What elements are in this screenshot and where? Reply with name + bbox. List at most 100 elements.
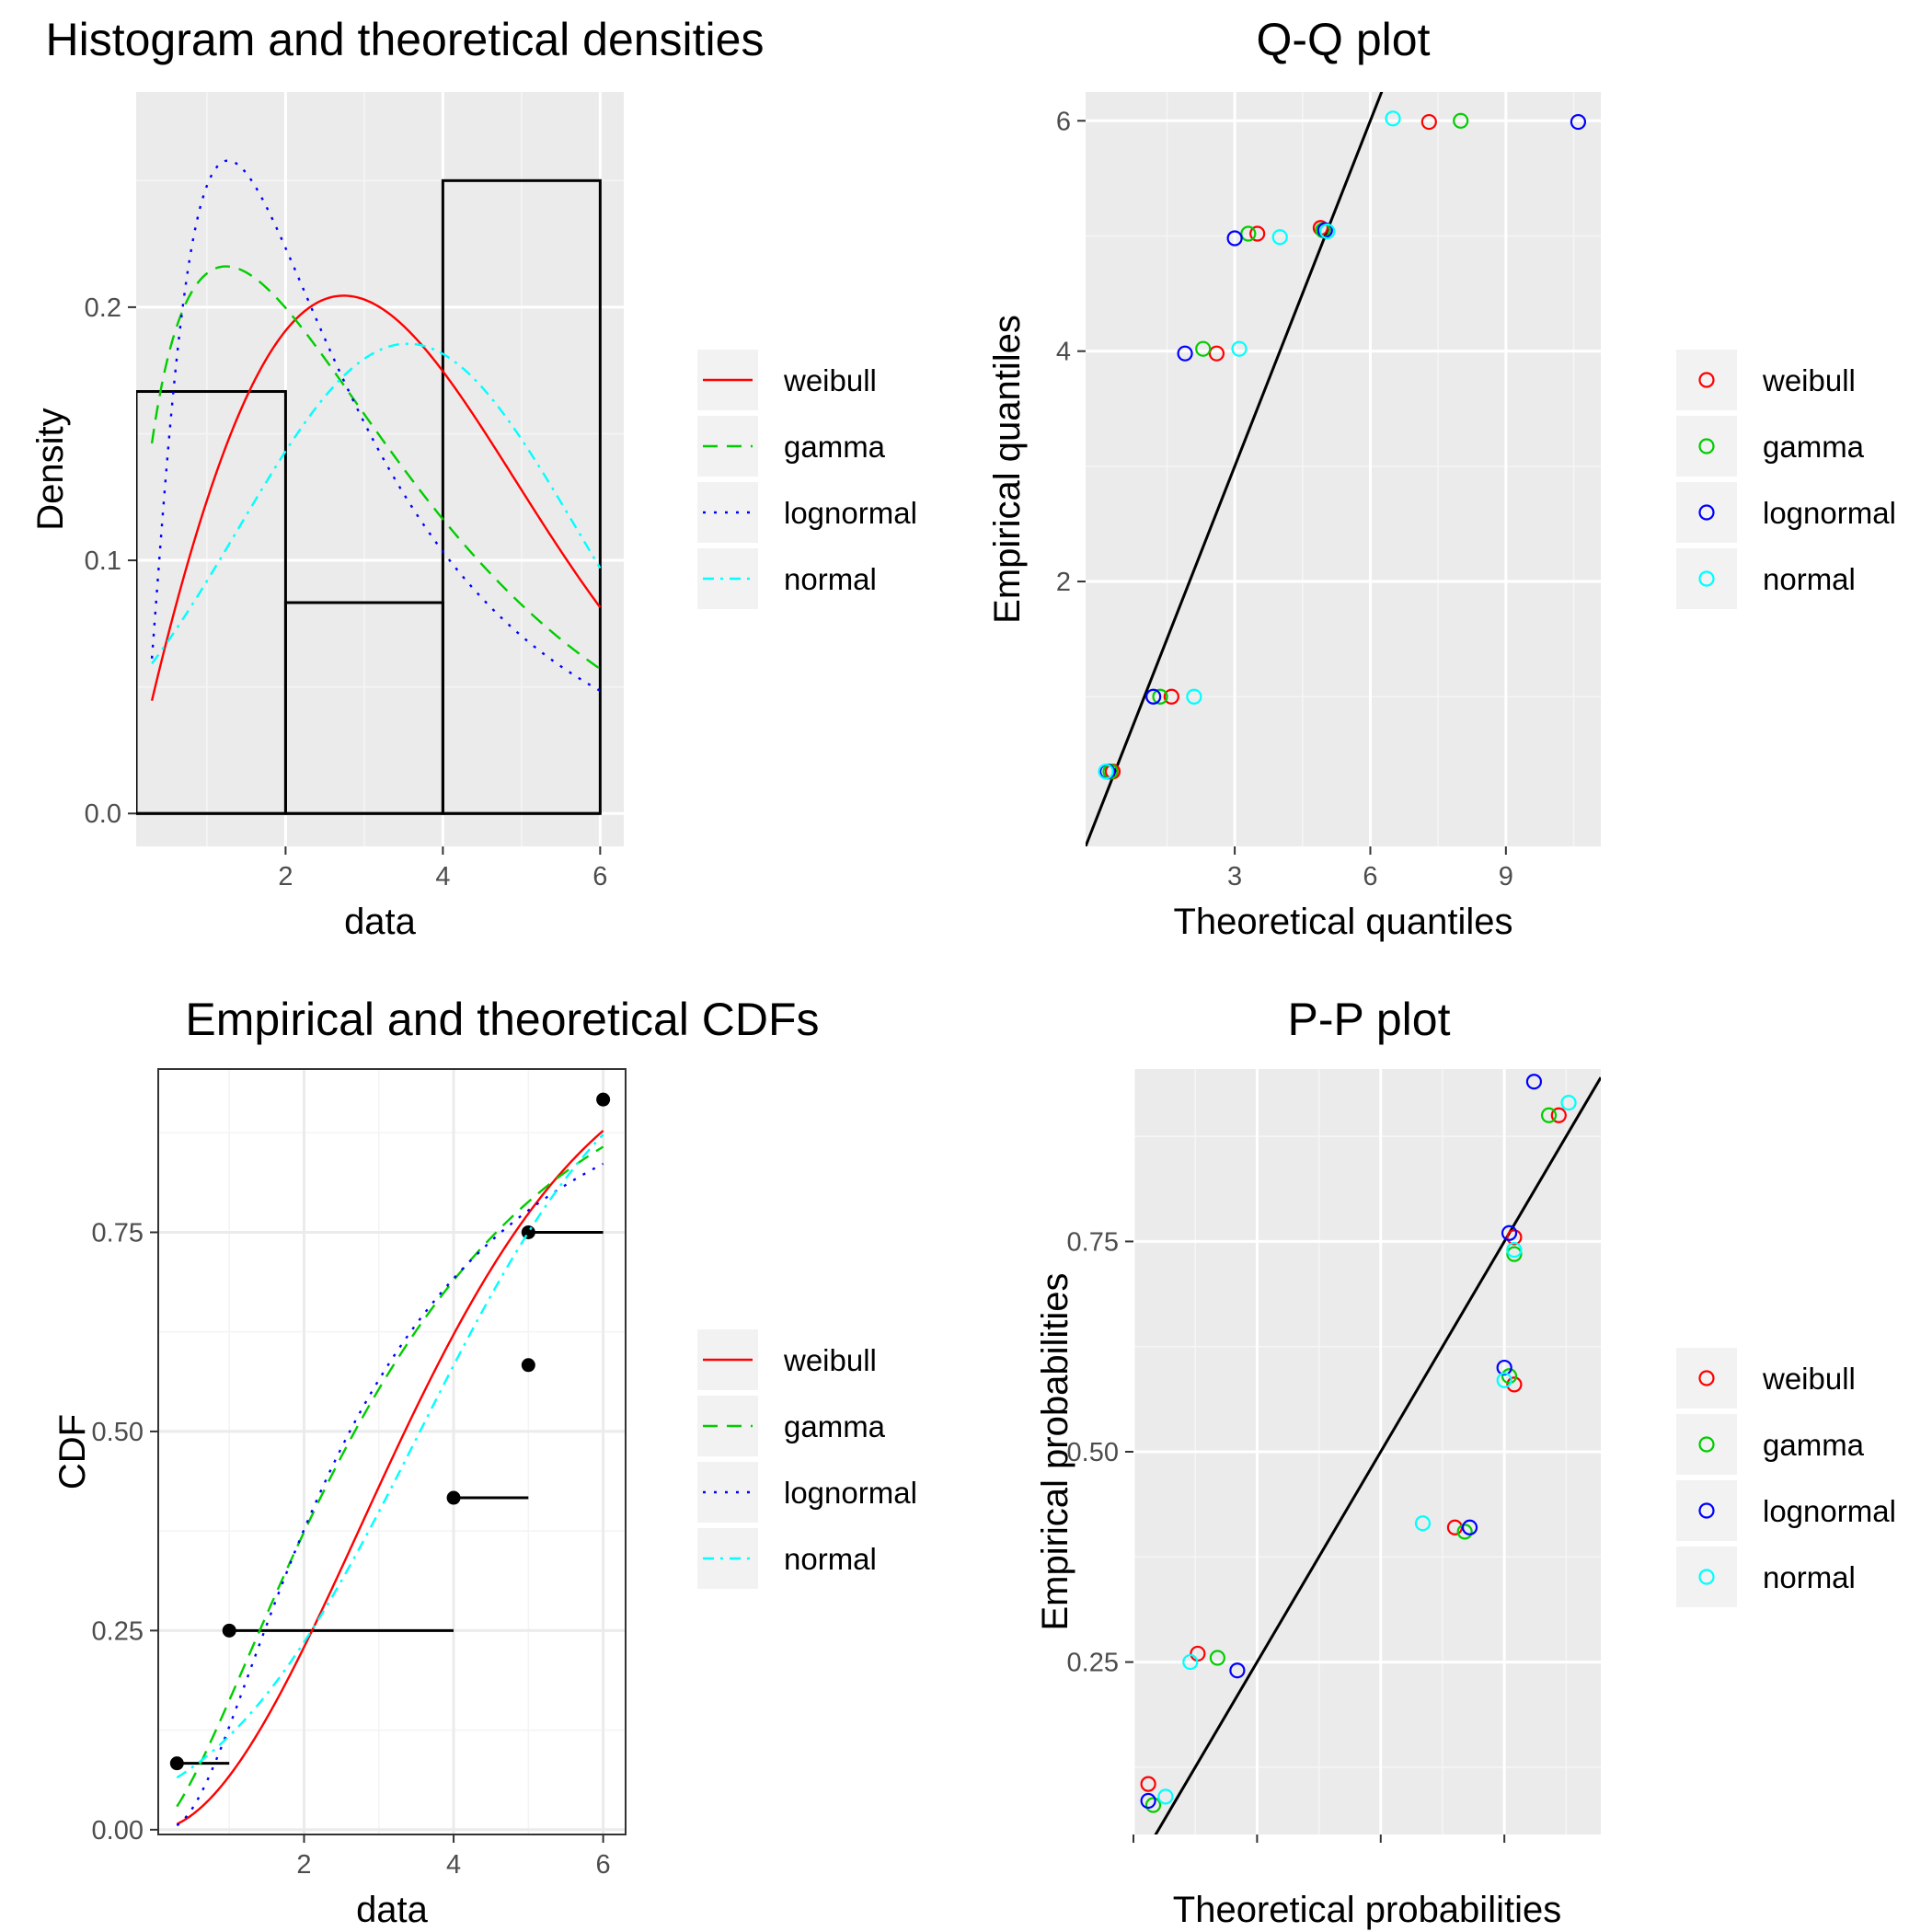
point-weibull <box>1506 1376 1523 1393</box>
legend: weibull gamma lognormal normal <box>1676 350 1896 609</box>
point-gamma <box>1209 1650 1225 1666</box>
legend-point-lognormal <box>1698 1502 1715 1519</box>
reference-line <box>1086 92 1384 846</box>
x-tick-label: 2 <box>278 862 293 891</box>
y-axis-title: CDF <box>52 1414 93 1489</box>
chart-title: Q-Q plot <box>1257 14 1431 65</box>
density-curve-normal <box>151 342 602 665</box>
chart-title: P-P plot <box>1288 994 1451 1045</box>
legend-key <box>1676 1480 1737 1541</box>
plot-area <box>1086 92 1587 846</box>
point-gamma <box>1540 1107 1558 1123</box>
legend-label-gamma: gamma <box>1763 1428 1865 1462</box>
legend-key <box>1676 350 1737 410</box>
point-weibull <box>1446 1519 1464 1535</box>
cdf-panel: 2 4 6 0.00 0.25 0.50 0.75 Empirical and theoret… <box>52 994 917 1930</box>
qq-plot-panel: 3 6 9 2 4 6 Q-Q plot Theoretical quantiles Empir… <box>987 14 1896 942</box>
plot-area <box>1140 1074 1601 1834</box>
reference-line <box>1154 1076 1601 1834</box>
y-axis-title: Density <box>30 408 71 530</box>
density-curve-weibull <box>150 294 602 701</box>
x-tick-label: 6 <box>1363 862 1377 891</box>
point-normal <box>1319 223 1336 240</box>
cdf-curve-gamma <box>176 1145 604 1808</box>
y-tick-label: 0.25 <box>92 1616 144 1646</box>
point-lognormal <box>1226 230 1243 247</box>
point-lognormal <box>1525 1074 1543 1090</box>
point-lognormal <box>1140 1792 1156 1810</box>
legend-point-normal <box>1698 570 1715 587</box>
cdf-curve-lognormal <box>176 1162 604 1827</box>
legend-label-weibull: weibull <box>1762 1362 1856 1396</box>
y-tick-label: 0.25 <box>1067 1649 1119 1678</box>
legend-key <box>1676 1348 1737 1409</box>
legend-point-normal <box>1698 1569 1715 1585</box>
y-tick-label: 0.00 <box>92 1816 144 1846</box>
legend: weibull gamma lognormal normal <box>1676 1348 1896 1607</box>
point-normal <box>1271 229 1288 246</box>
point-normal <box>1182 1653 1199 1671</box>
point-weibull <box>1420 113 1437 131</box>
x-tick-label: 6 <box>592 862 607 891</box>
point-gamma <box>1501 1368 1518 1385</box>
plot-area <box>169 1092 611 1827</box>
point-normal <box>1231 340 1248 357</box>
legend-key <box>1676 482 1737 543</box>
chart-title: Histogram and theoretical densities <box>46 14 765 65</box>
ecdf-point <box>596 1092 611 1107</box>
y-tick-label: 0.75 <box>92 1218 144 1248</box>
point-gamma <box>1195 340 1212 357</box>
ecdf-point <box>222 1623 236 1638</box>
legend-label-weibull: weibull <box>783 363 877 397</box>
y-tick-label: 0.1 <box>85 546 121 576</box>
x-tick-label: 4 <box>446 1850 461 1880</box>
point-normal <box>1414 1515 1432 1532</box>
point-weibull <box>1506 1229 1523 1246</box>
legend-label-weibull: weibull <box>783 1343 877 1377</box>
point-normal <box>1496 1372 1512 1388</box>
x-tick-label: 3 <box>1227 862 1242 891</box>
panel-background <box>1086 92 1601 846</box>
y-tick-label: 0.50 <box>92 1418 144 1447</box>
legend: weibull gamma lognormal normal <box>697 1329 917 1589</box>
point-lognormal <box>1177 345 1193 362</box>
y-axis-title: Empirical probabilities <box>1035 1272 1075 1630</box>
point-gamma <box>1456 1524 1473 1540</box>
point-lognormal <box>1501 1225 1518 1241</box>
x-tick-label: 9 <box>1499 862 1513 891</box>
legend-label-lognormal: lognormal <box>784 496 917 530</box>
ecdf-point <box>169 1756 184 1771</box>
legend-key <box>1676 548 1737 609</box>
plot-area <box>136 159 602 815</box>
ecdf-point <box>521 1358 535 1373</box>
point-weibull <box>1208 345 1225 362</box>
cdf-curve-weibull <box>176 1130 604 1825</box>
legend-label-gamma: gamma <box>1763 430 1865 464</box>
point-lognormal <box>1461 1519 1478 1535</box>
point-normal <box>1098 764 1114 780</box>
legend-label-lognormal: lognormal <box>784 1476 917 1510</box>
legend-label-lognormal: lognormal <box>1763 496 1896 530</box>
x-axis-title: data <box>356 1890 429 1930</box>
legend-point-weibull <box>1698 1370 1715 1386</box>
legend: weibull gamma lognormal normal <box>697 350 917 609</box>
legend-key <box>1676 1547 1737 1607</box>
legend-point-lognormal <box>1698 504 1715 521</box>
y-tick-label: 4 <box>1056 338 1071 367</box>
x-tick-label: 2 <box>296 1850 311 1880</box>
point-weibull <box>1163 688 1179 705</box>
point-weibull <box>1249 225 1266 242</box>
legend-key <box>1676 416 1737 477</box>
ecdf-point <box>521 1225 535 1239</box>
point-normal <box>1157 1788 1174 1805</box>
x-axis-title: Theoretical probabilities <box>1173 1890 1561 1930</box>
point-weibull <box>1550 1107 1567 1123</box>
point-gamma <box>1152 688 1168 705</box>
density-curve-lognormal <box>150 159 601 692</box>
y-tick-label: 6 <box>1056 107 1071 136</box>
y-tick-label: 0.0 <box>85 799 121 829</box>
point-lognormal <box>1570 113 1587 131</box>
panel-background <box>136 92 624 846</box>
y-tick-label: 0.75 <box>1067 1227 1119 1257</box>
